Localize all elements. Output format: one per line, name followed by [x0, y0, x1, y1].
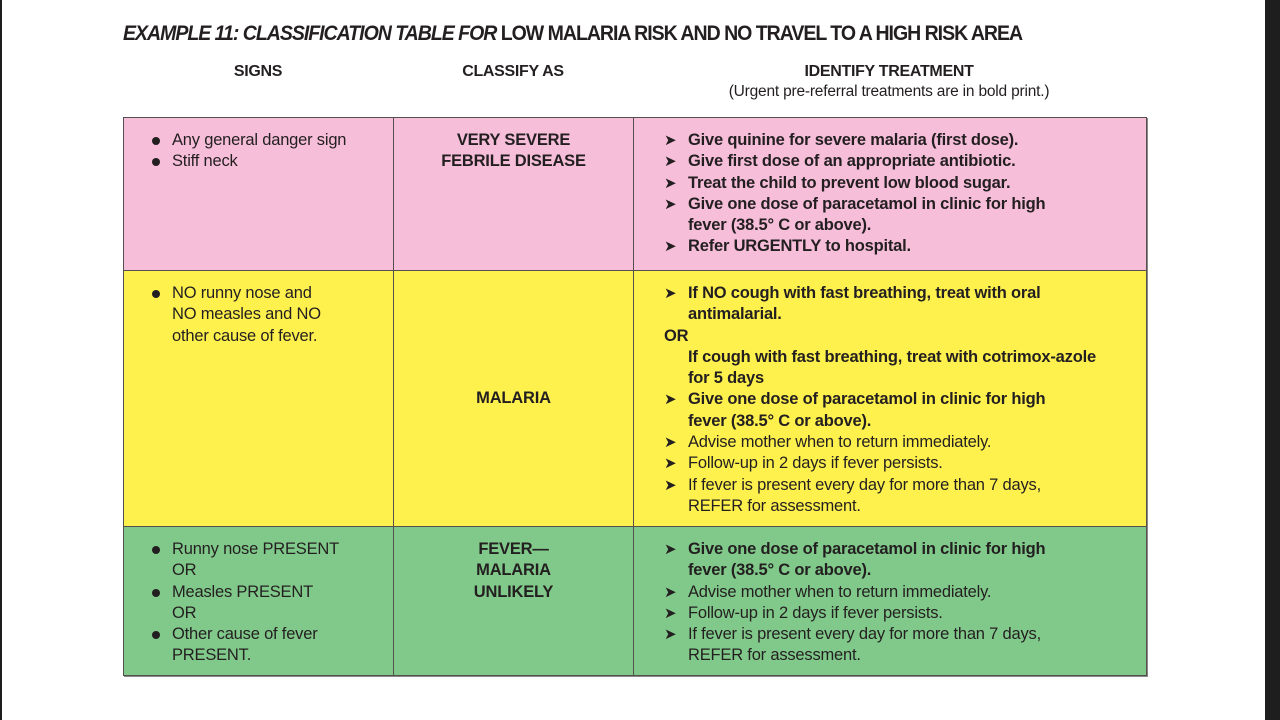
title-normal-part: LOW MALARIA RISK AND NO TRAVEL TO A HIGH…	[496, 22, 1023, 45]
sign-item: Stiff neck	[152, 151, 385, 172]
treatment-item: Give one dose of paracetamol in clinic f…	[664, 539, 1083, 582]
viewer-scrollbar-gutter[interactable]	[1265, 0, 1280, 720]
treatment-item: Give one dose of paracetamol in clinic f…	[664, 389, 1083, 432]
treatment-header-label: IDENTIFY TREATMENT	[804, 63, 974, 80]
treatment-item: Follow-up in 2 days if fever persists.	[664, 453, 1138, 475]
classification-cell: FEVER— MALARIA UNLIKELY	[394, 527, 634, 675]
treatment-item: Give quinine for severe malaria (first d…	[664, 130, 1138, 152]
classification-cell: VERY SEVERE FEBRILE DISEASE	[394, 118, 634, 270]
classification-cell: MALARIA	[394, 271, 634, 526]
treatment-item: If cough with fast breathing, treat with…	[688, 347, 1096, 388]
treatment-or: OR	[664, 326, 689, 345]
viewer-left-edge	[0, 0, 2, 720]
column-header-signs: SIGNS	[233, 63, 283, 80]
treatment-item: Give one dose of paracetamol in clinic f…	[664, 194, 1083, 237]
sign-item: Any general danger sign	[152, 130, 385, 151]
treatment-item: Give first dose of an appropriate antibi…	[664, 151, 1138, 173]
treatment-item: If NO cough with fast breathing, treat w…	[664, 283, 1083, 326]
treatment-header-note: (Urgent pre-referral treatments are in b…	[728, 83, 1050, 100]
classification-line: UNLIKELY	[473, 582, 554, 601]
treatment-item: Advise mother when to return immediately…	[664, 432, 1138, 454]
classification-line: FEBRILE DISEASE	[441, 152, 586, 171]
column-header-classify: CLASSIFY AS	[462, 63, 564, 80]
sign-or: OR	[172, 603, 197, 622]
signs-cell: Any general danger sign Stiff neck	[124, 118, 394, 270]
sign-item: Measles PRESENT	[152, 582, 385, 603]
sign-item: NO runny nose and NO measles and NO othe…	[152, 283, 337, 347]
treatment-item: Follow-up in 2 days if fever persists.	[664, 603, 1138, 625]
classification-line: FEVER—	[478, 540, 549, 558]
sign-item: Runny nose PRESENT	[152, 539, 385, 560]
treatment-cell: Give quinine for severe malaria (first d…	[634, 118, 1146, 270]
treatment-item: If fever is present every day for more t…	[664, 624, 1093, 667]
classification-line: MALARIA	[476, 388, 551, 407]
table-row-malaria-unlikely: Runny nose PRESENT OR Measles PRESENT OR…	[124, 526, 1146, 675]
treatment-item: If fever is present every day for more t…	[664, 475, 1093, 518]
treatment-cell: Give one dose of paracetamol in clinic f…	[634, 527, 1146, 675]
page-title: EXAMPLE 11: CLASSIFICATION TABLE FOR LOW…	[123, 22, 1023, 46]
sign-or: OR	[172, 561, 197, 580]
classification-line: MALARIA	[476, 561, 551, 580]
classification-line: VERY SEVERE	[456, 131, 571, 149]
treatment-item: Refer URGENTLY to hospital.	[664, 236, 1138, 258]
table-row-malaria: NO runny nose and NO measles and NO othe…	[124, 270, 1146, 526]
classification-table: Any general danger sign Stiff neck VERY …	[123, 117, 1147, 676]
table-row-very-severe: Any general danger sign Stiff neck VERY …	[124, 118, 1146, 270]
sign-item: Other cause of fever PRESENT.	[152, 624, 342, 667]
treatment-item: Advise mother when to return immediately…	[664, 582, 1138, 604]
column-header-treatment: IDENTIFY TREATMENT (Urgent pre-referral …	[633, 63, 1145, 101]
signs-cell: Runny nose PRESENT OR Measles PRESENT OR…	[124, 527, 394, 675]
treatment-item: Treat the child to prevent low blood sug…	[664, 173, 1138, 195]
signs-cell: NO runny nose and NO measles and NO othe…	[124, 271, 394, 526]
title-italic-part: EXAMPLE 11: CLASSIFICATION TABLE FOR	[123, 22, 497, 45]
treatment-cell: If NO cough with fast breathing, treat w…	[634, 271, 1146, 526]
